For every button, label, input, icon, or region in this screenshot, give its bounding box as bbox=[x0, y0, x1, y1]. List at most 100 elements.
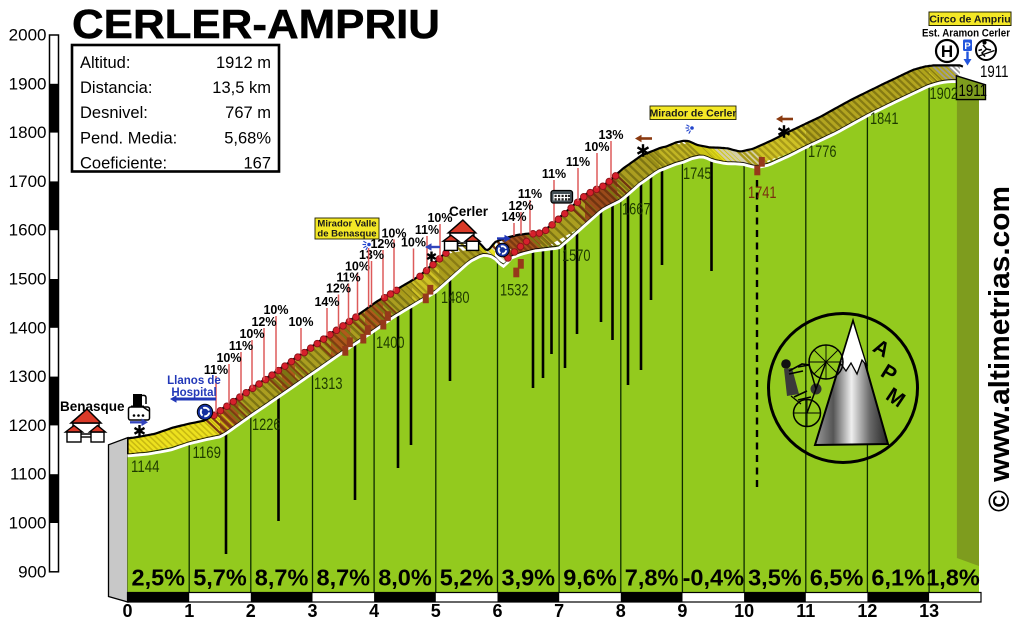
svg-text:0: 0 bbox=[122, 601, 132, 621]
svg-text:1000: 1000 bbox=[9, 514, 47, 533]
svg-text:167: 167 bbox=[243, 155, 271, 173]
svg-text:10%: 10% bbox=[239, 327, 264, 341]
svg-text:1532: 1532 bbox=[500, 281, 529, 300]
svg-text:1911: 1911 bbox=[980, 62, 1009, 81]
svg-text:10%: 10% bbox=[288, 315, 313, 329]
svg-text:10%: 10% bbox=[263, 303, 288, 317]
svg-text:5,7%: 5,7% bbox=[193, 565, 247, 591]
svg-text:1169: 1169 bbox=[193, 443, 222, 462]
svg-text:Circo de Ampriu: Circo de Ampriu bbox=[929, 14, 1010, 26]
svg-text:1100: 1100 bbox=[10, 465, 47, 484]
svg-text:5: 5 bbox=[431, 601, 441, 621]
svg-text:5,68%: 5,68% bbox=[224, 129, 271, 147]
svg-text:10%: 10% bbox=[345, 260, 370, 274]
svg-text:CERLER-AMPRIU: CERLER-AMPRIU bbox=[72, 1, 440, 47]
svg-text:10%: 10% bbox=[381, 227, 406, 241]
svg-text:12: 12 bbox=[857, 601, 877, 621]
svg-text:10: 10 bbox=[734, 601, 754, 621]
svg-text:2,5%: 2,5% bbox=[132, 565, 186, 591]
svg-text:11%: 11% bbox=[229, 339, 253, 353]
svg-text:3,5%: 3,5% bbox=[748, 565, 802, 591]
svg-text:10%: 10% bbox=[216, 351, 241, 365]
svg-text:900: 900 bbox=[18, 562, 46, 581]
svg-text:10%: 10% bbox=[427, 211, 452, 225]
svg-text:Desnivel:: Desnivel: bbox=[80, 104, 148, 122]
svg-text:2000: 2000 bbox=[9, 26, 47, 45]
svg-text:13%: 13% bbox=[359, 248, 384, 262]
svg-text:11%: 11% bbox=[566, 155, 590, 169]
svg-text:11%: 11% bbox=[204, 363, 228, 377]
svg-text:Mirador de Cerler: Mirador de Cerler bbox=[650, 108, 737, 120]
svg-text:9: 9 bbox=[677, 601, 687, 621]
svg-text:4: 4 bbox=[369, 601, 379, 621]
svg-text:1900: 1900 bbox=[9, 74, 47, 93]
svg-text:1: 1 bbox=[184, 601, 194, 621]
svg-text:Pend. Media:: Pend. Media: bbox=[80, 129, 177, 147]
svg-text:1912 m: 1912 m bbox=[216, 54, 271, 72]
svg-text:Cerler: Cerler bbox=[449, 204, 489, 219]
svg-text:1500: 1500 bbox=[9, 270, 47, 289]
svg-text:Mirador Valle: Mirador Valle bbox=[317, 219, 376, 230]
svg-text:H: H bbox=[941, 42, 953, 61]
svg-text:Coeficiente:: Coeficiente: bbox=[80, 155, 167, 173]
svg-text:12%: 12% bbox=[326, 282, 351, 296]
svg-text:de Benasque: de Benasque bbox=[317, 229, 376, 240]
svg-text:Est. Aramon Cerler: Est. Aramon Cerler bbox=[922, 28, 1011, 40]
svg-text:13,5 km: 13,5 km bbox=[212, 79, 271, 97]
svg-text:1667: 1667 bbox=[622, 200, 651, 219]
svg-text:2: 2 bbox=[246, 601, 256, 621]
svg-text:7: 7 bbox=[554, 601, 564, 621]
svg-text:10%: 10% bbox=[401, 236, 426, 250]
svg-text:1911: 1911 bbox=[959, 81, 988, 100]
svg-text:1226: 1226 bbox=[252, 415, 281, 434]
svg-text:1776: 1776 bbox=[808, 142, 837, 161]
svg-text:1313: 1313 bbox=[314, 374, 343, 393]
svg-text:1400: 1400 bbox=[376, 333, 405, 352]
svg-text:© www.altimetrias.com: © www.altimetrias.com bbox=[984, 186, 1016, 512]
svg-text:1902: 1902 bbox=[930, 84, 959, 103]
svg-text:Benasque: Benasque bbox=[60, 399, 125, 414]
svg-text:1400: 1400 bbox=[9, 318, 47, 337]
svg-text:6,1%: 6,1% bbox=[871, 565, 925, 591]
svg-text:1800: 1800 bbox=[9, 123, 47, 142]
svg-text:P: P bbox=[964, 41, 971, 52]
svg-text:1480: 1480 bbox=[441, 288, 470, 307]
svg-text:1144: 1144 bbox=[131, 457, 160, 476]
svg-text:11%: 11% bbox=[518, 187, 542, 201]
svg-text:Distancia:: Distancia: bbox=[80, 79, 152, 97]
svg-text:8: 8 bbox=[616, 601, 626, 621]
svg-text:1570: 1570 bbox=[562, 246, 591, 265]
svg-text:1600: 1600 bbox=[9, 221, 47, 240]
svg-text:12%: 12% bbox=[508, 199, 533, 213]
svg-text:1741: 1741 bbox=[748, 183, 777, 202]
svg-text:12%: 12% bbox=[251, 315, 276, 329]
svg-text:-0,4%: -0,4% bbox=[683, 565, 744, 591]
svg-text:1,8%: 1,8% bbox=[926, 565, 980, 591]
svg-text:8,0%: 8,0% bbox=[378, 565, 432, 591]
svg-text:13: 13 bbox=[919, 601, 939, 621]
svg-text:8,7%: 8,7% bbox=[317, 565, 371, 591]
svg-text:767 m: 767 m bbox=[225, 104, 271, 122]
svg-text:9,6%: 9,6% bbox=[563, 565, 617, 591]
svg-text:Altitud:: Altitud: bbox=[80, 54, 130, 72]
svg-text:6,5%: 6,5% bbox=[810, 565, 864, 591]
svg-text:1700: 1700 bbox=[9, 172, 47, 191]
svg-text:8,7%: 8,7% bbox=[255, 565, 309, 591]
svg-text:11%: 11% bbox=[415, 223, 439, 237]
svg-text:1200: 1200 bbox=[9, 416, 47, 435]
svg-text:5,2%: 5,2% bbox=[440, 565, 494, 591]
svg-text:14%: 14% bbox=[314, 295, 339, 309]
svg-text:3,9%: 3,9% bbox=[502, 565, 556, 591]
svg-text:1841: 1841 bbox=[870, 109, 899, 128]
svg-text:1300: 1300 bbox=[9, 367, 47, 386]
svg-text:11%: 11% bbox=[542, 167, 566, 181]
svg-text:Llanos de: Llanos de bbox=[167, 375, 221, 387]
svg-text:11%: 11% bbox=[336, 271, 360, 285]
svg-text:10%: 10% bbox=[584, 140, 609, 154]
svg-text:12%: 12% bbox=[370, 237, 395, 251]
svg-text:Hospital: Hospital bbox=[171, 387, 216, 399]
svg-text:1745: 1745 bbox=[683, 164, 712, 183]
svg-text:13%: 13% bbox=[598, 128, 623, 142]
svg-text:11: 11 bbox=[796, 601, 815, 621]
svg-text:3: 3 bbox=[307, 601, 317, 621]
